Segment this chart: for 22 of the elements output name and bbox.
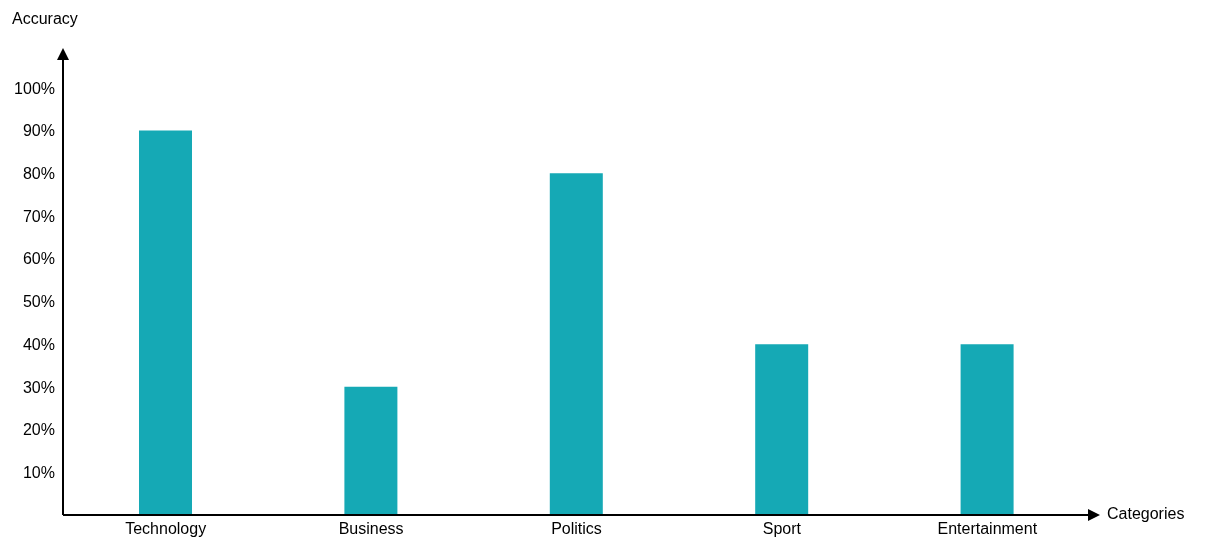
x-tick-label: Technology — [125, 520, 207, 538]
bar — [344, 386, 398, 515]
x-tick-label: Politics — [551, 520, 602, 538]
y-tick-label: 60% — [22, 250, 55, 268]
bar — [139, 130, 192, 515]
x-axis-title: Categories — [1107, 505, 1185, 523]
bar — [960, 344, 1014, 515]
y-tick-label: 70% — [22, 207, 55, 225]
y-tick-label: 40% — [22, 335, 55, 353]
y-tick-label: 10% — [22, 463, 55, 481]
bar — [755, 344, 809, 515]
bar — [549, 173, 603, 515]
y-tick-label: 20% — [22, 421, 55, 439]
y-tick-label: 50% — [22, 293, 55, 311]
y-tick-label: 100% — [14, 79, 55, 97]
y-tick-label: 90% — [22, 122, 55, 140]
y-axis-title: Accuracy — [12, 10, 78, 28]
x-tick-label: Sport — [762, 520, 802, 538]
x-tick-label: Business — [338, 520, 404, 538]
y-tick-label: 30% — [22, 378, 55, 396]
y-tick-label: 80% — [22, 165, 55, 182]
x-tick-label: Entertainment — [937, 520, 1038, 538]
